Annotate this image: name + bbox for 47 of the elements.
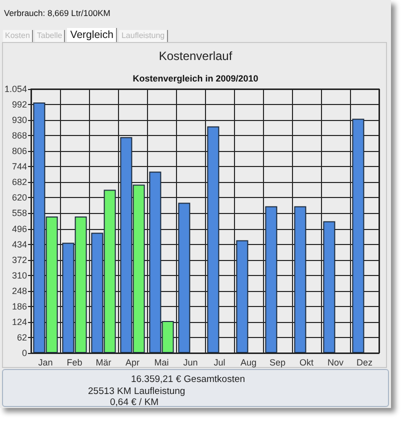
text: Tabelle (34, 30, 66, 42)
text: 16.359,21 € Gesamtkosten (130, 374, 246, 385)
text: 0,64 € / KM (110, 397, 159, 408)
bar (294, 206, 306, 353)
text: Vergleich (67, 28, 118, 42)
chart-subtitle: Kostenvergleich in 2009/2010 (132, 74, 258, 84)
text: Verbrauch: 8,669 Ltr/100KM (4, 8, 110, 18)
x-tick-label: Mär (96, 358, 112, 368)
y-tick-label: 186 (12, 301, 27, 312)
chart-title: Kostenverlauf (158, 49, 233, 63)
y-tick-label: 248 (12, 286, 27, 296)
y-tick-label: 868 (12, 130, 27, 141)
y-tick-label: 0 (22, 348, 27, 358)
y-tick-label: 620 (12, 192, 27, 203)
x-tick-label: Apr (125, 358, 140, 368)
x-tick-label: Dez (356, 358, 373, 368)
text: Laufleistung (119, 30, 168, 42)
text: Kosten (3, 30, 33, 42)
x-tick-label: Jan (38, 358, 53, 368)
text: 25513 KM Laufleistung (88, 386, 186, 397)
y-tick-label: 496 (12, 224, 27, 234)
y-tick-label: 682 (12, 177, 27, 188)
x-tick-label: Mai (154, 358, 169, 368)
y-tick-label: 1.054 (4, 84, 27, 94)
y-tick-label: 62 (16, 332, 27, 342)
y-tick-label: 744 (12, 162, 27, 172)
y-tick-label: 434 (12, 239, 27, 250)
x-tick-label: Jun (183, 358, 198, 368)
bar (207, 126, 220, 353)
x-tick-label: Sep (269, 358, 286, 368)
bar (178, 202, 190, 353)
y-tick-label: 310 (12, 270, 27, 280)
x-tick-label: Feb (66, 358, 82, 368)
y-tick-label: 558 (12, 208, 27, 218)
bar (236, 240, 248, 353)
y-tick-label: 372 (12, 254, 27, 265)
bar (265, 206, 278, 353)
bar (323, 221, 336, 353)
x-tick-label: Okt (299, 358, 314, 368)
y-tick-label: 992 (12, 100, 27, 110)
y-tick-label: 930 (12, 115, 27, 126)
y-tick-label: 806 (12, 146, 27, 156)
x-tick-label: Aug (240, 358, 257, 368)
bar (352, 118, 364, 353)
x-tick-label: Nov (327, 358, 344, 368)
y-tick-label: 124 (12, 316, 27, 327)
x-tick-label: Jul (214, 358, 226, 368)
